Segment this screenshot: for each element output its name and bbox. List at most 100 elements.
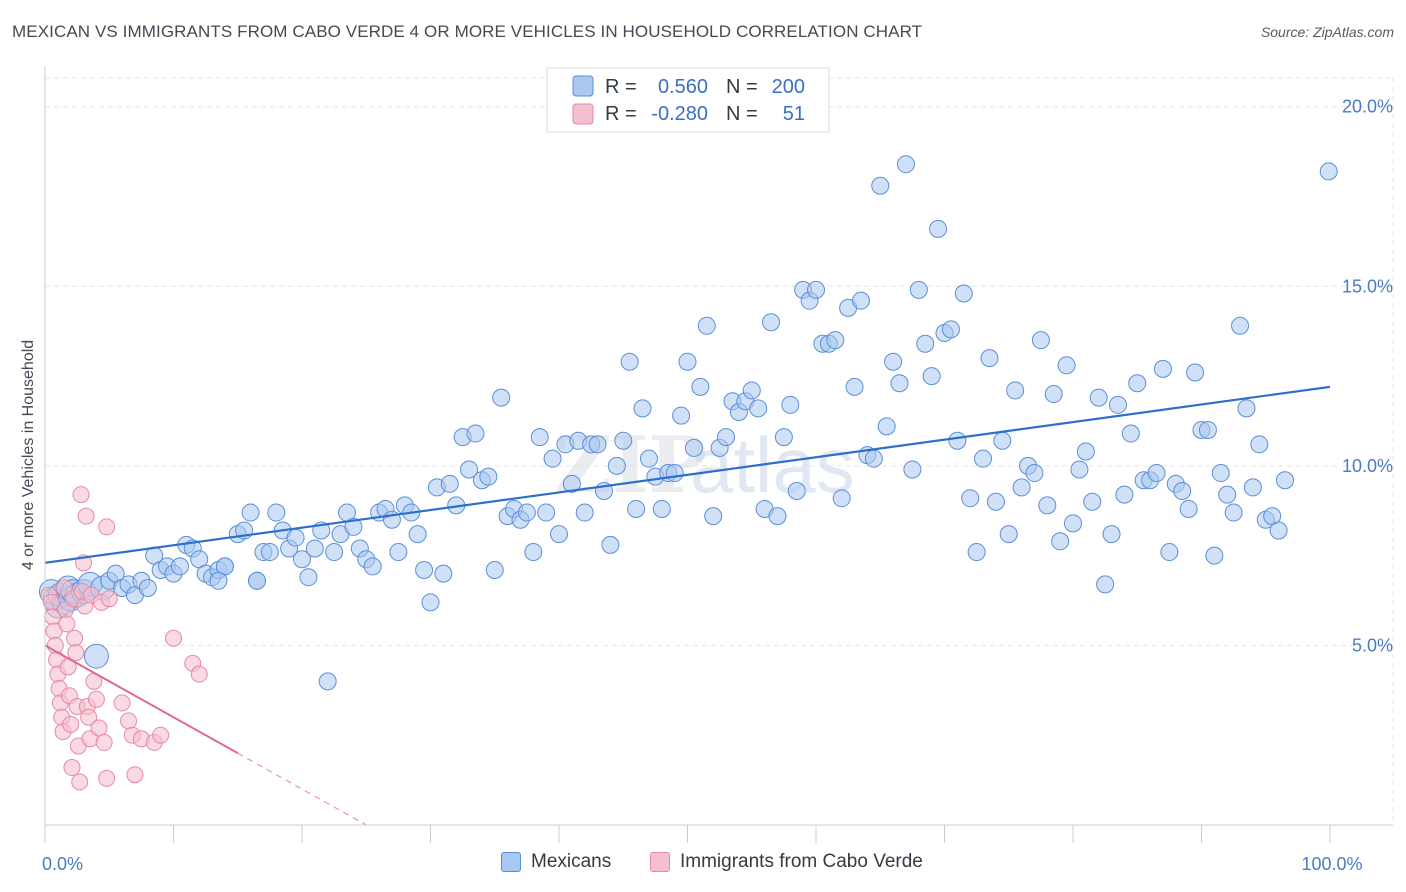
mexicans-point-95 bbox=[633, 399, 652, 418]
mexicans-point-189 bbox=[1237, 399, 1256, 418]
y-tick-label-0: 5.0% bbox=[1352, 635, 1393, 655]
mexicans-point-126 bbox=[832, 489, 851, 508]
mexicans-point-117 bbox=[774, 428, 793, 447]
bottom-legend-swatch-blue bbox=[501, 852, 521, 872]
mexicans-point-34 bbox=[241, 503, 260, 522]
mexicans-point-148 bbox=[974, 449, 993, 468]
mexicans-point-149 bbox=[980, 349, 999, 368]
mexicans-point-175 bbox=[1147, 464, 1166, 483]
mexicans-point-116 bbox=[768, 507, 787, 526]
mexicans-point-190 bbox=[1243, 478, 1262, 497]
mexicans-point-77 bbox=[517, 503, 536, 522]
mexicans-point-79 bbox=[530, 428, 549, 447]
mexicans-point-112 bbox=[742, 381, 761, 400]
mexicans-point-47 bbox=[325, 543, 344, 562]
caboverde-point-43 bbox=[126, 766, 144, 784]
mexicans-point-88 bbox=[588, 435, 607, 454]
mexicans-point-136 bbox=[896, 155, 915, 174]
mexicans-point-140 bbox=[922, 367, 941, 386]
legend-swatch-blue bbox=[572, 75, 594, 97]
grid-layer bbox=[45, 77, 1394, 825]
mexicans-point-138 bbox=[909, 280, 928, 299]
mexicans-point-161 bbox=[1057, 356, 1076, 375]
caboverde-point-30 bbox=[80, 708, 98, 726]
mexicans-point-168 bbox=[1102, 525, 1121, 544]
caboverde-point-28 bbox=[77, 507, 95, 525]
mexicans-point-61 bbox=[415, 561, 434, 580]
mexicans-point-146 bbox=[961, 489, 980, 508]
caboverde-point-41 bbox=[120, 712, 138, 730]
legend-r-value-1: 0.560 bbox=[658, 76, 708, 98]
caboverde-point-40 bbox=[113, 694, 131, 712]
mexicans-point-194 bbox=[1269, 521, 1288, 540]
bottom-legend-label-caboverde: Immigrants from Cabo Verde bbox=[680, 851, 923, 872]
watermark-atlas: atlas bbox=[690, 421, 855, 509]
mexicans-point-90 bbox=[601, 535, 620, 554]
mexicans-point-93 bbox=[620, 352, 639, 371]
mexicans-point-92 bbox=[614, 431, 633, 450]
y-tick-label-3: 20.0% bbox=[1342, 97, 1393, 117]
mexicans-point-154 bbox=[1012, 478, 1031, 497]
legend-n-label-2: N = bbox=[726, 103, 758, 125]
mexicans-point-53 bbox=[363, 557, 382, 576]
mexicans-point-81 bbox=[543, 449, 562, 468]
mexicans-point-65 bbox=[440, 474, 459, 493]
y-tick-label-1: 10.0% bbox=[1342, 456, 1393, 476]
bottom-legend-swatch-pink bbox=[650, 852, 670, 872]
mexicans-point-91 bbox=[607, 456, 626, 475]
mexicans-point-46 bbox=[318, 672, 337, 691]
mexicans-point-169 bbox=[1108, 395, 1127, 414]
caboverde-point-47 bbox=[165, 629, 182, 647]
mexicans-point-152 bbox=[999, 525, 1018, 544]
mexicans-point-118 bbox=[781, 395, 800, 414]
mexicans-point-98 bbox=[652, 499, 671, 518]
mexicans-point-176 bbox=[1153, 359, 1172, 378]
mexicans-point-44 bbox=[305, 539, 324, 558]
mexicans-point-108 bbox=[717, 428, 736, 447]
mexicans-point-57 bbox=[389, 543, 408, 562]
legend-r-value-2: -0.280 bbox=[651, 103, 708, 125]
mexicans-point-80 bbox=[537, 503, 556, 522]
mexicans-point-191 bbox=[1250, 435, 1269, 454]
bottom-legend-caboverde: Immigrants from Cabo Verde bbox=[650, 851, 923, 873]
bottom-legend: Mexicans Immigrants from Cabo Verde bbox=[0, 851, 1406, 879]
mexicans-point-86 bbox=[575, 503, 594, 522]
caboverde-point-39 bbox=[100, 590, 118, 608]
chart-source: Source: ZipAtlas.com bbox=[1260, 24, 1394, 40]
mexicans-point-137 bbox=[903, 460, 922, 479]
mexicans-point-113 bbox=[749, 399, 768, 418]
mexicans-point-156 bbox=[1025, 464, 1044, 483]
y-axis-label: 4 or more Vehicles in Household bbox=[20, 340, 37, 570]
mexicans-point-103 bbox=[684, 438, 703, 457]
mexicans-point-19 bbox=[138, 578, 157, 597]
mexicans-point-68 bbox=[460, 460, 479, 479]
mexicans-point-24 bbox=[170, 557, 189, 576]
mexicans-point-157 bbox=[1031, 331, 1050, 350]
caboverde-trend-line bbox=[44, 644, 239, 755]
bottom-legend-mexicans: Mexicans bbox=[501, 851, 611, 873]
mexicans-point-187 bbox=[1224, 503, 1243, 522]
mexicans-point-141 bbox=[929, 219, 948, 238]
caboverde-point-19 bbox=[66, 629, 84, 647]
mexicans-point-96 bbox=[639, 449, 658, 468]
mexicans-point-38 bbox=[267, 503, 286, 522]
caboverde-point-23 bbox=[71, 773, 89, 791]
mexicans-point-129 bbox=[851, 291, 870, 310]
mexicans-point-151 bbox=[993, 431, 1012, 450]
mexicans-point-172 bbox=[1128, 374, 1147, 393]
mexicans-point-50 bbox=[344, 517, 363, 536]
mexicans-point-145 bbox=[954, 284, 973, 303]
caboverde-point-46 bbox=[152, 726, 170, 744]
mexicans-point-134 bbox=[884, 352, 903, 371]
mexicans-point-188 bbox=[1231, 316, 1250, 335]
mexicans-point-101 bbox=[672, 406, 691, 425]
mexicans-point-115 bbox=[762, 313, 781, 332]
caboverde-point-1 bbox=[42, 593, 60, 611]
mexicans-point-162 bbox=[1064, 514, 1082, 533]
mexicans-point-186 bbox=[1218, 485, 1237, 504]
mexicans-point-159 bbox=[1044, 385, 1063, 404]
mexicans-point-37 bbox=[260, 543, 279, 562]
mexicans-point-71 bbox=[479, 467, 498, 486]
mexicans-point-199 bbox=[248, 571, 267, 590]
